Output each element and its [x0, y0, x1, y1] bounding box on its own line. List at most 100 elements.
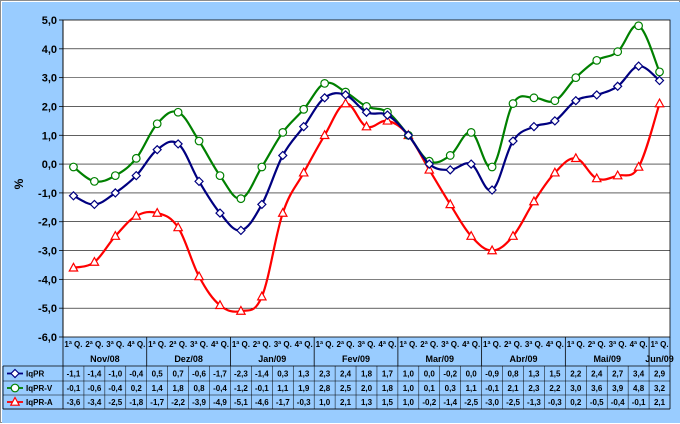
x-tick-label: 4ª Q. — [462, 340, 480, 349]
data-point — [570, 152, 582, 163]
data-point — [173, 139, 183, 149]
data-label: -1,2 — [234, 384, 248, 393]
data-point — [319, 129, 330, 140]
data-label: 0,5 — [152, 370, 164, 379]
data-label: -4,6 — [255, 398, 269, 407]
data-label: -5,1 — [234, 398, 248, 407]
x-tick-label: 4ª Q. — [378, 340, 396, 349]
data-point — [215, 171, 225, 181]
y-tick-label: 0,0 — [42, 159, 57, 171]
data-point — [110, 171, 120, 181]
x-tick-label: 2ª Q. — [420, 340, 438, 349]
data-point — [215, 208, 225, 218]
y-tick-label: 3,0 — [42, 73, 57, 85]
data-label: -2,3 — [234, 370, 248, 379]
data-label: -0,2 — [422, 398, 436, 407]
data-label: -2,5 — [108, 398, 122, 407]
y-tick-label: 5,0 — [42, 15, 57, 27]
data-point — [214, 299, 226, 310]
x-tick-label: 3ª Q. — [357, 340, 375, 349]
x-tick-label: 3ª Q. — [609, 340, 627, 349]
data-point — [508, 136, 518, 146]
data-point — [570, 95, 581, 106]
data-label: 2,7 — [612, 370, 624, 379]
data-label: -2,5 — [464, 398, 478, 407]
data-label: 1,3 — [298, 370, 310, 379]
data-label: 1,7 — [382, 370, 394, 379]
data-label: 1,0 — [403, 398, 415, 407]
data-label: -1,4 — [443, 398, 457, 407]
data-point — [299, 104, 309, 114]
data-point — [152, 144, 163, 155]
data-point — [10, 368, 20, 379]
data-point — [612, 81, 623, 92]
data-label: 0,1 — [424, 384, 436, 393]
data-label: 1,0 — [403, 384, 415, 393]
data-label: 2,1 — [654, 398, 666, 407]
data-label: 2,3 — [319, 370, 331, 379]
data-label: 2,2 — [570, 370, 582, 379]
data-point — [486, 244, 498, 255]
data-point — [319, 92, 330, 103]
data-label: 2,0 — [361, 384, 373, 393]
data-label: -0,3 — [548, 398, 562, 407]
y-tick-label: -5,0 — [38, 303, 57, 315]
data-label: 0,3 — [277, 370, 289, 379]
data-point — [529, 121, 539, 132]
data-label: 2,4 — [591, 370, 603, 379]
x-tick-label: 1ª Q. — [64, 340, 82, 349]
data-label: 0,0 — [466, 370, 478, 379]
series-iqpr-v — [69, 21, 664, 204]
data-label: 2,9 — [654, 370, 666, 379]
series-label: IqPR-A — [26, 398, 53, 407]
data-point — [151, 207, 163, 217]
data-label: -0,5 — [590, 398, 604, 407]
data-point — [298, 121, 309, 132]
data-label: -0,1 — [485, 384, 499, 393]
y-axis-label: % — [12, 178, 26, 189]
y-axis: 5,0 4,0 3,0 2,0 1,0 0,0 -1,0 -2,0 -3,0 -4,0 -5,0 -6… — [38, 15, 63, 344]
data-point — [508, 99, 518, 108]
data-label: 0,2 — [570, 398, 582, 407]
x-tick-label: 1ª Q. — [399, 340, 417, 349]
data-point — [529, 93, 539, 103]
x-tick-label: 2ª Q. — [588, 340, 606, 349]
series-iqpr-a — [68, 97, 665, 315]
x-tick-label: 4ª Q. — [546, 340, 564, 349]
data-point — [340, 90, 351, 100]
data-point — [194, 176, 204, 187]
x-tick-label: 3ª Q. — [274, 340, 292, 349]
data-label: 1,0 — [403, 370, 415, 379]
data-point — [172, 221, 184, 232]
data-point — [487, 162, 497, 172]
x-tick-label: 4ª Q. — [127, 340, 145, 349]
data-point — [110, 230, 121, 240]
data-point — [110, 188, 121, 198]
y-tick-label: 2,0 — [42, 101, 57, 113]
data-label: 2,2 — [549, 384, 561, 393]
series-layer — [68, 21, 665, 315]
data-label: -1,4 — [87, 370, 101, 379]
data-label: -0,3 — [297, 398, 311, 407]
data-point — [591, 90, 602, 100]
x-tick-label: 3ª Q. — [106, 340, 124, 349]
data-label: -0,4 — [213, 384, 227, 393]
y-tick-label: 4,0 — [42, 44, 57, 56]
data-point — [633, 161, 644, 171]
data-point — [613, 47, 623, 57]
data-label: -1,8 — [129, 398, 143, 407]
data-point — [68, 190, 79, 201]
data-point — [634, 21, 644, 31]
data-table: 1ª Q. 2ª Q. 3ª Q. 4ª Q. 1ª Q. 2ª Q. 3ª Q. 4ª Q.… — [2, 20, 674, 410]
x-tick-label: 4ª Q. — [630, 340, 648, 349]
x-tick-label: 2ª Q. — [253, 340, 271, 349]
data-label: 0,2 — [131, 384, 143, 393]
data-label: -0,6 — [192, 370, 206, 379]
data-label: -0,1 — [255, 384, 269, 393]
plot-area — [62, 19, 671, 338]
data-label: 1,9 — [298, 384, 310, 393]
data-point — [320, 78, 330, 88]
data-label: -3,0 — [485, 398, 499, 407]
x-tick-label: 1ª Q. — [483, 340, 501, 349]
